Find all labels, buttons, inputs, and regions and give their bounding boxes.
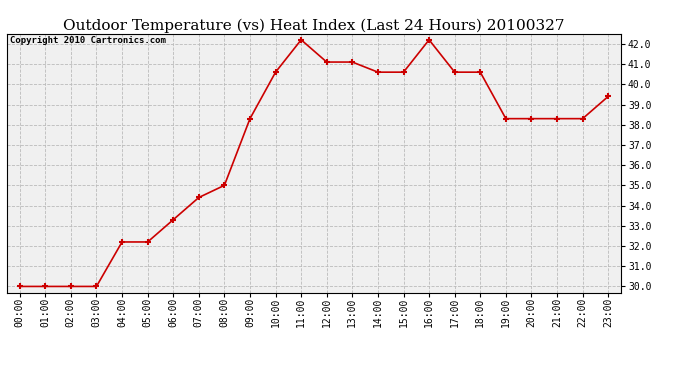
Text: Copyright 2010 Cartronics.com: Copyright 2010 Cartronics.com <box>10 36 166 45</box>
Title: Outdoor Temperature (vs) Heat Index (Last 24 Hours) 20100327: Outdoor Temperature (vs) Heat Index (Las… <box>63 18 564 33</box>
